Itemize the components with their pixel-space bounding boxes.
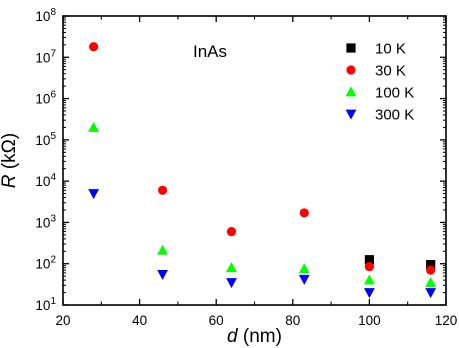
legend: 10 K 30 K 100 K 300 K	[345, 41, 414, 124]
y-tick-label: 104	[35, 172, 56, 189]
data-point	[226, 226, 237, 237]
legend-marker	[346, 65, 356, 75]
legend-label: 10 K	[375, 41, 406, 58]
data-point	[88, 189, 100, 200]
data-points	[88, 42, 437, 299]
x-axis-unit: (nm)	[238, 326, 282, 347]
y-tick-exponent: 5	[50, 131, 56, 142]
x-axis: 20 40 60 80 100 120	[55, 16, 457, 328]
y-tick-exponent: 3	[50, 213, 56, 224]
x-tick-label: 60	[209, 313, 224, 328]
data-point	[364, 255, 374, 265]
data-point	[88, 121, 100, 132]
data-point	[364, 274, 375, 285]
y-axis-variable: R	[0, 174, 20, 188]
x-tick-label: 100	[358, 313, 381, 328]
data-point	[226, 262, 237, 273]
y-tick-exponent: 6	[50, 90, 56, 101]
data-point	[89, 42, 99, 52]
material-annotation: InAs	[193, 42, 227, 61]
data-point	[299, 208, 309, 218]
data-point	[157, 270, 168, 281]
plot-area	[62, 15, 447, 306]
y-tick-label: 106	[35, 90, 56, 107]
legend-marker	[345, 86, 357, 97]
y-axis-title: R (kΩ)	[0, 133, 20, 188]
y-tick-exponent: 7	[50, 48, 56, 59]
data-point	[226, 278, 237, 289]
data-point	[364, 288, 375, 299]
y-axis-unit: (kΩ)	[0, 133, 20, 175]
legend-label: 100 K	[375, 85, 414, 102]
x-axis-title: d (nm)	[227, 326, 282, 347]
y-tick-label: 103	[35, 213, 56, 230]
data-point	[425, 288, 437, 299]
data-point	[298, 263, 310, 274]
x-tick-label: 80	[285, 313, 300, 328]
data-point	[426, 265, 436, 275]
y-tick-exponent: 2	[50, 255, 56, 266]
y-tick-exponent: 4	[50, 172, 56, 183]
data-point	[425, 276, 437, 287]
data-point	[364, 262, 374, 272]
y-tick-label: 101	[35, 296, 56, 313]
y-tick-label: 105	[35, 131, 56, 148]
x-tick-label: 20	[55, 313, 70, 328]
x-tick-label: 40	[132, 313, 147, 328]
y-tick-exponent: 1	[50, 296, 56, 307]
legend-label: 300 K	[375, 107, 414, 124]
y-tick-exponent: 8	[50, 7, 56, 18]
x-tick-label: 120	[435, 313, 458, 328]
data-point	[157, 185, 168, 195]
data-point	[298, 274, 310, 285]
y-tick-label: 102	[35, 255, 56, 272]
legend-label: 30 K	[375, 63, 406, 80]
legend-marker	[345, 109, 357, 120]
plot-frame	[62, 15, 447, 306]
x-axis-variable: d	[227, 326, 239, 347]
y-tick-label: 107	[35, 48, 56, 65]
legend-marker	[346, 43, 356, 53]
y-tick-label: 108	[35, 7, 56, 24]
data-point	[426, 260, 436, 270]
data-point	[157, 244, 168, 255]
